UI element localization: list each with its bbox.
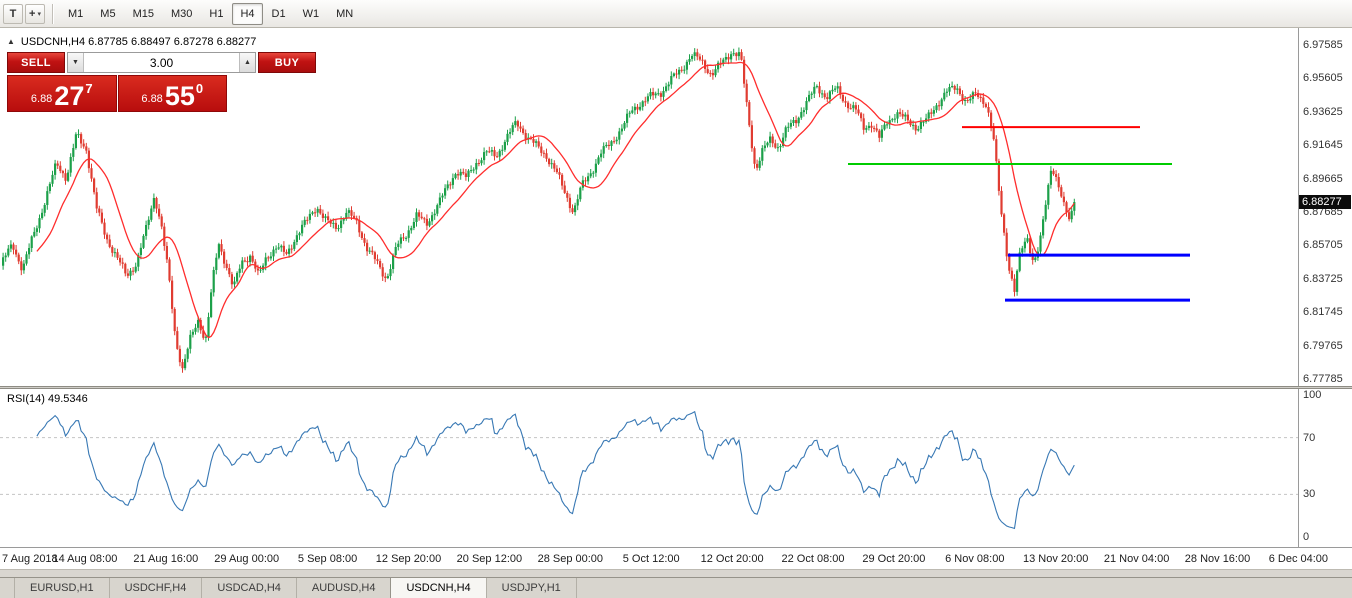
chart-tab-usdcnhh4[interactable]: USDCNH,H4 [390,578,487,598]
price-axis-label: 6.91645 [1303,139,1343,152]
rsi-indicator-label: RSI(14) 49.5346 [7,393,88,405]
crosshair-glyph: + [29,7,36,20]
price-axis[interactable]: 6.88277 6.97585 6.95605 6.93625 6.91645 6.89… [1298,28,1352,386]
one-click-collapse-button[interactable]: ▲ [7,37,15,46]
timeframe-button-m15[interactable]: M15 [132,7,154,20]
chart-tab-usdjpyh1[interactable]: USDJPY,H1 [487,578,577,598]
time-axis-label: 13 Nov 20:00 [1022,553,1089,565]
time-axis-label: 5 Oct 12:00 [622,553,680,565]
timeframe-button-h1[interactable]: H1 [209,7,224,20]
rsi-axis-label: 0 [1303,531,1310,543]
rsi-axis-label: 100 [1303,389,1322,401]
time-axis-label: 28 Nov 16:00 [1184,553,1251,565]
sell-price-sup: 7 [85,81,93,96]
sell-price-big: 27 [54,81,85,112]
candlestick-chart[interactable] [0,28,1298,386]
time-axis-label: 22 Oct 08:00 [781,553,845,565]
toolbar-separator [52,3,53,24]
time-axis[interactable]: 7 Aug 2018 14 Aug 08:00 21 Aug 16:00 29 Aug… [0,547,1352,569]
time-axis-label: 12 Oct 20:00 [700,553,764,565]
time-axis-label: 6 Dec 04:00 [1268,553,1329,565]
price-axis-label: 6.97585 [1303,39,1343,51]
rsi-axis-label: 30 [1303,488,1316,501]
rsi-chart[interactable] [0,389,1298,547]
timeframe-button-d1[interactable]: D1 [271,7,286,20]
lot-increase-button[interactable]: ▲ [239,53,255,72]
timeframe-button-h4[interactable]: H4 [232,2,263,25]
one-click-buttons-row: SELL ▼ ▲ BUY [7,52,316,73]
price-axis-label: 6.81745 [1303,306,1343,319]
time-axis-label: 5 Sep 08:00 [297,553,358,565]
buy-price-prefix: 6.88 [141,93,163,105]
rsi-axis[interactable]: 100 70 30 0 [1298,389,1352,547]
chart-tabs-bar: EURUSD,H1 USDCHF,H4 USDCAD,H4 AUDUSD,H4 USDC… [0,577,1352,598]
chart-tab-usdcadh4[interactable]: USDCAD,H4 [202,578,297,598]
time-axis-label: 28 Sep 00:00 [537,553,604,565]
time-axis-label: 21 Aug 16:00 [133,553,199,565]
timeframe-button-m1[interactable]: M1 [68,7,84,20]
price-axis-label: 6.93625 [1303,105,1343,118]
main-chart-pane: ▲ USDCNH,H4 6.87785 6.88497 6.87278 6.88… [0,28,1352,386]
timeframe-button-w1[interactable]: W1 [302,7,320,20]
rsi-plot[interactable]: RSI(14) 49.5346 [0,389,1298,547]
time-axis-label: 29 Oct 20:00 [862,553,926,565]
time-axis-label: 21 Nov 04:00 [1103,553,1170,565]
chart-title: USDCNH,H4 6.87785 6.88497 6.87278 6.8827… [20,36,257,48]
buy-button[interactable]: BUY [258,52,316,73]
time-axis-label: 7 Aug 2018 [2,553,58,565]
lot-size-spinner: ▼ ▲ [67,52,256,73]
sell-price-display[interactable]: 6.88 27 7 [7,75,117,112]
pane-splitter[interactable] [0,386,1352,389]
rsi-axis-label: 70 [1303,431,1316,444]
price-plot[interactable]: ▲ USDCNH,H4 6.87785 6.88497 6.87278 6.88… [0,28,1298,386]
time-axis-label: 14 Aug 08:00 [52,553,118,565]
lot-decrease-button[interactable]: ▼ [68,53,84,72]
sell-price-prefix: 6.88 [30,93,53,105]
time-axis-label: 29 Aug 00:00 [214,553,280,565]
crosshair-tool-icon[interactable]: + ▾ [25,3,45,24]
sell-button[interactable]: SELL [7,52,65,73]
timeframe-button-mn[interactable]: MN [336,7,354,20]
price-axis-label: 6.87685 [1303,206,1343,218]
timeframe-button-m30[interactable]: M30 [170,7,193,20]
buy-price-big: 55 [164,81,195,112]
one-click-trading-panel: SELL ▼ ▲ BUY 6.88 27 7 6.88 [7,52,316,112]
buy-price-sup: 0 [195,81,204,96]
price-axis-label: 6.85705 [1303,239,1343,252]
toolbar: T + ▾ M1 M5 M15 M30 H1 H4 D1 W1 MN [0,0,1352,28]
time-axis-label: 6 Nov 08:00 [945,553,1005,565]
chart-title-row: ▲ USDCNH,H4 6.87785 6.88497 6.87278 6.88… [7,36,256,48]
price-axis-label: 6.89665 [1303,172,1343,185]
bid-ask-display: 6.88 27 7 6.88 55 0 [7,75,227,112]
text-tool-icon[interactable]: T [3,3,23,24]
chart-tab-usdchfh4[interactable]: USDCHF,H4 [110,578,203,598]
time-axis-label: 12 Sep 20:00 [375,553,442,565]
timeframe-buttons: M1 M5 M15 M30 H1 H4 D1 W1 MN [60,2,361,25]
chart-tab-eurusdh1[interactable]: EURUSD,H1 [15,578,110,598]
lot-size-input[interactable] [84,53,239,72]
price-axis-label: 6.77785 [1303,373,1343,385]
dropdown-caret-icon: ▾ [37,10,41,18]
tab-corner [0,578,15,598]
price-axis-label: 6.83725 [1303,272,1343,285]
price-axis-label: 6.79765 [1303,339,1343,352]
time-axis-label: 20 Sep 12:00 [456,553,523,565]
buy-price-display[interactable]: 6.88 55 0 [117,75,227,112]
current-price-tag: 6.88277 [1299,195,1351,209]
scrollbar-area[interactable] [0,569,1352,577]
chart-tab-audusdh4[interactable]: AUDUSD,H4 [297,578,392,598]
price-axis-label: 6.95605 [1303,72,1343,85]
rsi-pane: RSI(14) 49.5346 100 70 30 0 [0,389,1352,547]
timeframe-button-m5[interactable]: M5 [100,7,116,20]
